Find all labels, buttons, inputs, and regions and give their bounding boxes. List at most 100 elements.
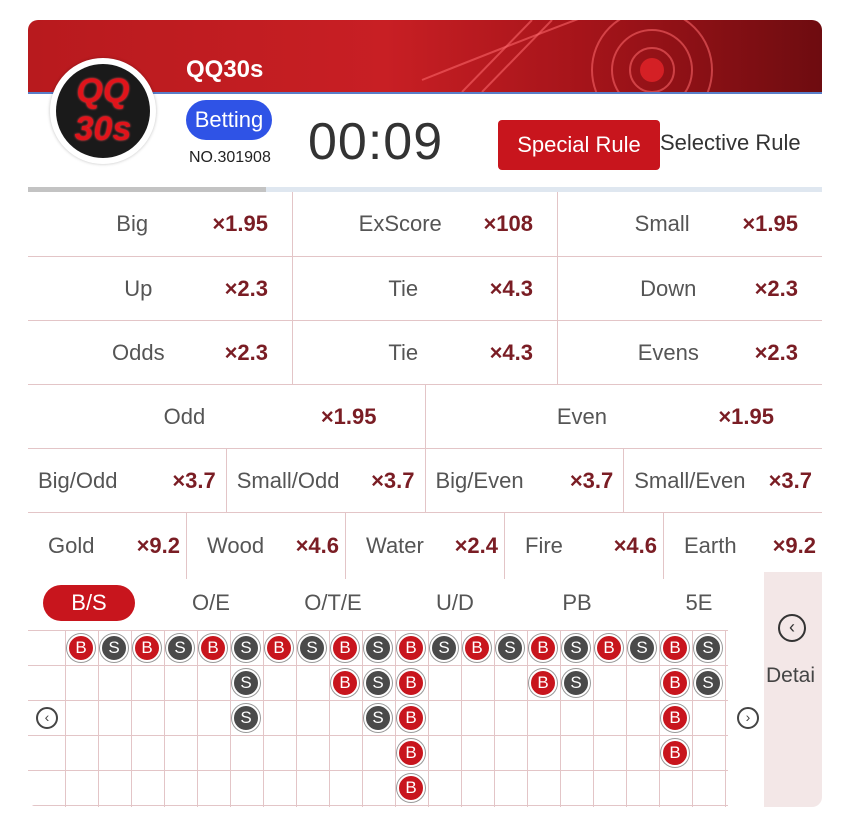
bet-option[interactable]: Big ×1.95: [28, 192, 293, 256]
odds-table: Big ×1.95 ExScore ×108 Small ×1.95 Up ×2.3 Tie ×4…: [28, 192, 822, 579]
logo-line-2: 30s: [74, 110, 132, 148]
bet-option[interactable]: Evens ×2.3: [558, 321, 822, 384]
road-bead: S: [364, 669, 392, 697]
tab-label: B/S: [43, 585, 135, 621]
bet-option[interactable]: Even ×1.95: [426, 385, 823, 448]
tab-label: O/T/E: [304, 590, 362, 615]
bet-option-name: Up: [124, 275, 153, 301]
bet-option[interactable]: Wood ×4.6: [187, 513, 346, 579]
tab-road[interactable]: PB: [516, 590, 638, 616]
tab-road[interactable]: O/T/E: [272, 590, 394, 616]
tab-road[interactable]: O/E: [150, 590, 272, 616]
bet-option[interactable]: Gold ×9.2: [28, 513, 187, 579]
bet-option[interactable]: Big/Even ×3.7: [426, 449, 625, 512]
detail-label: Detai: [766, 664, 816, 687]
grid-line: [692, 630, 693, 807]
bet-option[interactable]: Small/Odd ×3.7: [227, 449, 426, 512]
selective-rule-button[interactable]: Selective Rule: [660, 130, 801, 155]
bet-option-name: Big/Even: [435, 467, 524, 493]
tab-road[interactable]: B/S: [28, 585, 150, 621]
grid-line: [28, 700, 728, 701]
bet-option-name: Odd: [163, 403, 206, 429]
bet-option[interactable]: Tie ×4.3: [293, 257, 558, 320]
road-bead: B: [661, 704, 689, 732]
scroll-left-icon[interactable]: ‹: [36, 707, 58, 729]
tab-road[interactable]: 5E: [638, 590, 760, 616]
bet-option[interactable]: Big/Odd ×3.7: [28, 449, 227, 512]
grid-line: [593, 630, 594, 807]
grid-line: [461, 630, 462, 807]
odds-row: Gold ×9.2 Wood ×4.6 Water ×2.4 Fire ×4.6 Earth ×9…: [28, 513, 822, 579]
road-bead: B: [661, 739, 689, 767]
bet-option[interactable]: Down ×2.3: [558, 257, 822, 320]
road-bead: B: [397, 774, 425, 802]
bet-option[interactable]: Tie ×4.3: [293, 321, 558, 384]
bet-option[interactable]: Odd ×1.95: [28, 385, 426, 448]
bet-option-odds: ×2.4: [454, 533, 498, 558]
grid-line: [659, 630, 660, 807]
bet-option-name: Tie: [388, 275, 419, 301]
bet-option[interactable]: Water ×2.4: [346, 513, 505, 579]
bet-option-odds: ×2.3: [224, 275, 268, 301]
game-card: QQ 30s QQ30s Betting NO.301908 00:09 Spe…: [28, 20, 822, 807]
scroll-right-icon[interactable]: ›: [737, 707, 759, 729]
grid-line: [329, 630, 330, 807]
countdown-timer: 00:09: [308, 113, 444, 171]
bet-option-odds: ×108: [483, 211, 533, 236]
road-bead: B: [661, 634, 689, 662]
bet-option[interactable]: Odds ×2.3: [28, 321, 293, 384]
chevron-left-icon[interactable]: ‹: [778, 614, 806, 642]
tab-label: U/D: [436, 590, 474, 615]
road-bead: S: [496, 634, 524, 662]
grid-line: [263, 630, 264, 807]
detail-panel[interactable]: ‹ Detai: [764, 572, 822, 807]
tab-label: 5E: [685, 590, 713, 615]
road-tabs: B/S O/E O/T/E U/D PB 5E: [28, 576, 764, 630]
bet-option-odds: ×1.95: [718, 403, 774, 429]
grid-line: [164, 630, 165, 807]
bet-option-odds: ×3.7: [172, 467, 216, 493]
tab-label: O/E: [192, 590, 230, 615]
tab-road[interactable]: U/D: [394, 590, 516, 616]
road-bead: B: [397, 634, 425, 662]
bet-option-name: Gold: [48, 533, 95, 558]
status-badge: Betting: [186, 100, 272, 140]
special-rule-button[interactable]: Special Rule: [498, 120, 660, 170]
grid-line: [725, 630, 726, 807]
road-bead: B: [331, 669, 359, 697]
road-bead: B: [397, 739, 425, 767]
bet-option[interactable]: Fire ×4.6: [505, 513, 664, 579]
bet-option[interactable]: Earth ×9.2: [664, 513, 822, 579]
game-logo: QQ 30s: [50, 58, 156, 164]
bet-option-odds: ×2.3: [754, 275, 798, 301]
grid-line: [362, 630, 363, 807]
grid-line: [527, 630, 528, 807]
road-bead: B: [199, 634, 227, 662]
grid-line: [28, 665, 728, 666]
bet-option-odds: ×1.95: [212, 211, 268, 236]
road-bead: B: [595, 634, 623, 662]
road-bead: S: [430, 634, 458, 662]
bet-option-name: Water: [366, 533, 424, 558]
bet-option-name: Down: [640, 275, 697, 301]
grid-line: [197, 630, 198, 807]
road-bead: S: [100, 634, 128, 662]
grid-line: [494, 630, 495, 807]
bet-option[interactable]: ExScore ×108: [293, 192, 558, 256]
road-bead: B: [529, 634, 557, 662]
bet-option-odds: ×4.3: [489, 275, 533, 301]
road-bead: B: [265, 634, 293, 662]
grid-line: [131, 630, 132, 807]
logo-line-1: QQ: [76, 72, 130, 110]
road-bead: S: [694, 634, 722, 662]
bet-option-name: Fire: [525, 533, 563, 558]
road-bead: B: [331, 634, 359, 662]
bet-option[interactable]: Small/Even ×3.7: [624, 449, 822, 512]
odds-row: Big ×1.95 ExScore ×108 Small ×1.95: [28, 192, 822, 257]
bet-option[interactable]: Up ×2.3: [28, 257, 293, 320]
bet-option-name: Small/Odd: [236, 467, 340, 493]
bet-option-odds: ×1.95: [742, 211, 798, 236]
bet-option[interactable]: Small ×1.95: [558, 192, 822, 256]
road-bead: B: [133, 634, 161, 662]
bet-option-name: Big/Odd: [38, 467, 118, 493]
